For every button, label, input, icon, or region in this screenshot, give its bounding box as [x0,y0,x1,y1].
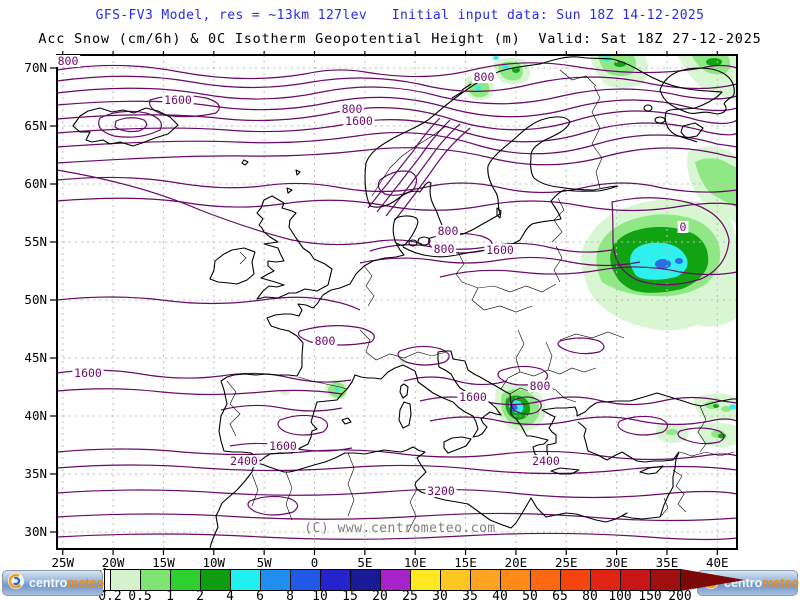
lon-label: 25W [51,555,74,570]
colorbar-tick-label: 30 [432,589,448,600]
contour-label: 1600 [345,114,373,128]
contour-label: 2400 [532,454,560,468]
lon-label: 10W [203,555,226,570]
centrometeo-logo-text: centrometeo [29,576,105,590]
lon-label: 0 [311,555,319,570]
colorbar-tick-label: 1 [166,589,174,600]
colorbar-segment [411,570,441,590]
colorbar-tick-label: 0.5 [128,589,152,600]
colorbar-segment [651,570,680,590]
colorbar-tick-label: 10 [312,589,328,600]
colorbar-segment [105,570,111,590]
colorbar-segment [171,570,201,590]
lat-label: 45N [24,350,47,365]
colorbar-segment [441,570,471,590]
map-frame [50,51,738,555]
lat-label: 55N [24,234,47,249]
lat-label: 70N [24,60,47,75]
model-info-title: GFS-FV3 Model, res = ~13km 127lev Initia… [95,8,705,23]
contour-label: 800 [530,379,551,393]
colorbar-tick-label: 6 [256,589,264,600]
colorbar-segment [231,570,261,590]
contour-label: 1600 [269,439,297,453]
lat-label: 50N [24,292,47,307]
colorbar-tick-label: 50 [522,589,538,600]
colorbar-segment [501,570,531,590]
centrometeo-logo-left[interactable]: centrometeo [2,570,105,596]
colorbar-tick-label: 65 [552,589,568,600]
lon-label: 30E [605,555,628,570]
colorbar-tick-label: 40 [492,589,508,600]
colorbar-tick-label: 25 [402,589,418,600]
colorbar-segment [141,570,171,590]
height-contours [56,62,738,541]
colorbar-segment [321,570,351,590]
colorbar-segment [351,570,381,590]
colorbar-segment [261,570,291,590]
contour-label: 800 [474,70,495,84]
colorbar-tick-label: 8 [286,589,294,600]
lat-label: 65N [24,118,47,133]
lon-label: 25E [555,555,578,570]
colorbar-segment [291,570,321,590]
lat-label: 40N [24,408,47,423]
contour-label: 800 [342,102,363,116]
colorbar-tick-label: 15 [342,589,358,600]
lat-label: 30N [24,524,47,539]
colorbar-tick-label: 4 [226,589,234,600]
colorbar-tick-label: 100 [608,589,632,600]
colorbar-segment [531,570,561,590]
contour-label: 1600 [74,366,102,380]
lon-label: 20E [505,555,528,570]
snow-scale-colorbar [104,569,681,591]
colorbar-tick-label: 150 [638,589,662,600]
lon-label: 5W [257,555,273,570]
lon-label: 10E [404,555,427,570]
colorbar-tick-labels: 0.2 0.5 1 2 4 6 8 10 15 20 25 30 35 40 50 65 80 100 150 200 [0,589,800,600]
contour-label: 1600 [486,243,514,257]
colorbar-segment [621,570,651,590]
colorbar-segment [591,570,621,590]
lon-label: 35E [656,555,679,570]
axis-labels: 25W 20W 15W 10W 5W 0 5E 10E 15E 20E 25E 30E 35E 40E 70… [24,60,728,570]
lon-label: 15W [152,555,175,570]
colorbar-segment [111,570,141,590]
colorbar-tick-label: 2 [196,589,204,600]
colorbar-tick-label: 35 [462,589,478,600]
colorbar-tick-label: 20 [372,589,388,600]
lon-label: 5E [357,555,372,570]
centrometeo-logo-right[interactable]: centrometeo [697,570,799,596]
lon-label: 20W [102,555,125,570]
colorbar-tick-label: 200 [668,589,692,600]
colorbar-segment [201,570,231,590]
colorbar-tick-label: 0.2 [98,589,122,600]
contour-label: 800 [438,224,459,238]
lon-label: 15E [454,555,477,570]
lon-label: 40E [706,555,729,570]
colorbar-overflow-arrow [681,569,745,591]
contour-label: 1600 [459,390,487,404]
contour-label: 2400 [230,454,258,468]
lat-label: 35N [24,466,47,481]
contour-label: 800 [434,242,455,256]
colorbar-tick-label: 80 [582,589,598,600]
colorbar-segment [381,570,411,590]
colorbar-segment [471,570,501,590]
colorbar-segment [561,570,591,590]
contour-label: 800 [58,54,79,68]
product-title: Acc Snow (cm/6h) & 0C Isotherm Geopotent… [38,31,762,47]
latlon-grid [57,55,737,549]
coastlines [72,56,737,550]
copyright-watermark: (C) www.centrometeo.com [304,521,496,536]
lat-label: 60N [24,176,47,191]
contour-label: 0 [680,220,687,234]
contour-label: 1600 [164,93,192,107]
contour-label: 3200 [427,484,455,498]
centrometeo-swirl-icon [7,572,25,594]
contour-label: 800 [315,334,336,348]
country-borders [226,69,735,533]
